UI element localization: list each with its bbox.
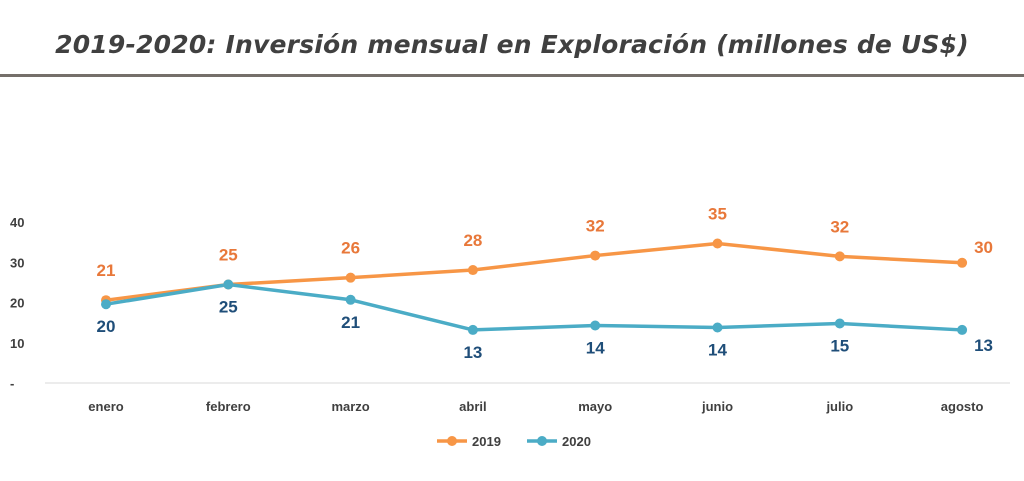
x-tick-label: julio: [825, 399, 853, 414]
series-line-2020: [104, 282, 964, 332]
x-tick-label: febrero: [206, 399, 251, 414]
x-tick-label: junio: [701, 399, 733, 414]
data-point-2019: [712, 238, 723, 249]
chart-title: 2019-2020: Inversión mensual en Explorac…: [55, 30, 969, 59]
data-label-2019: 30: [974, 238, 993, 257]
x-tick-label: mayo: [578, 399, 612, 414]
data-label-2020: 25: [219, 298, 238, 317]
x-tick-label: enero: [88, 399, 123, 414]
data-point-2019: [834, 251, 845, 262]
legend-label-2020: 2020: [562, 434, 591, 449]
data-label-2020: 21: [341, 313, 360, 332]
data-label-layer: 21 25 26 28 32 35 32 30 20 25 21 13 14 14 15 13: [97, 205, 993, 362]
y-tick-label: -: [10, 376, 14, 391]
x-tick-label: abril: [459, 399, 486, 414]
title-divider: [0, 74, 1024, 77]
data-label-2019: 26: [341, 239, 360, 258]
y-tick-label: 30: [10, 255, 24, 270]
legend-marker-2020: [537, 436, 547, 446]
y-tick-label: 40: [10, 215, 24, 230]
data-point-2019: [590, 250, 601, 261]
data-label-2019: 25: [219, 246, 238, 265]
data-point-2020: [590, 320, 601, 331]
data-point-2020: [101, 299, 111, 310]
legend-marker-2019: [447, 436, 457, 446]
legend: 2019 2020: [437, 434, 591, 449]
legend-label-2019: 2019: [472, 434, 501, 449]
data-point-2019: [345, 272, 356, 283]
data-label-2020: 15: [830, 337, 849, 356]
y-tick-label: 20: [10, 296, 24, 311]
data-label-2019: 21: [97, 261, 116, 280]
data-point-2020: [712, 322, 723, 333]
data-label-2019: 28: [463, 231, 482, 250]
data-label-2020: 14: [708, 341, 727, 360]
series-line-2019: [104, 241, 964, 302]
data-label-2020: 13: [974, 336, 993, 355]
data-point-2019: [957, 257, 968, 268]
data-label-2020: 14: [586, 339, 605, 358]
x-tick-label: agosto: [941, 399, 984, 414]
data-label-2020: 13: [463, 343, 482, 362]
data-point-2020: [834, 318, 845, 329]
series-layer: [101, 238, 968, 335]
data-label-2019: 32: [586, 217, 605, 236]
data-point-2020: [223, 279, 234, 290]
data-label-2019: 35: [708, 205, 727, 224]
data-label-2020: 20: [97, 317, 116, 336]
data-point-2019: [467, 265, 478, 276]
data-label-2019: 32: [830, 217, 849, 236]
axis-layer: - 10 20 30 40 enero febrero marzo abril mayo junio…: [10, 215, 1010, 414]
data-point-2020: [467, 324, 478, 335]
y-tick-label: 10: [10, 336, 24, 351]
data-point-2020: [957, 324, 968, 335]
x-tick-label: marzo: [331, 399, 369, 414]
data-point-2020: [345, 294, 356, 305]
